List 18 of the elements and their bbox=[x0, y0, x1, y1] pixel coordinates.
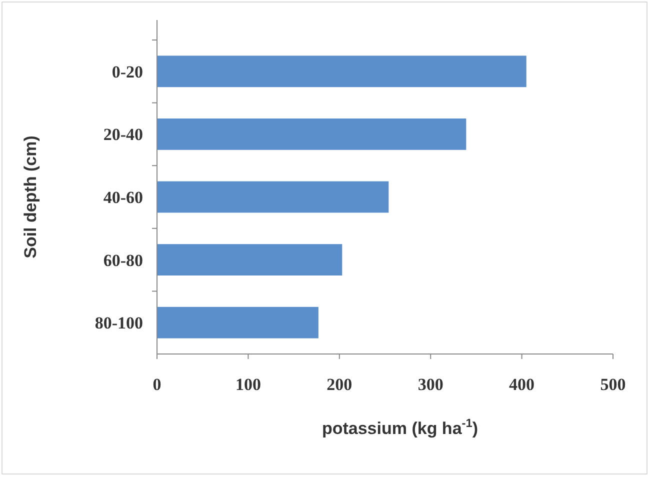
y-axis-title: Soil depth (cm) bbox=[21, 136, 40, 258]
y-tick-label: 60-80 bbox=[103, 250, 143, 270]
y-tick-label: 80-100 bbox=[94, 314, 143, 333]
bar bbox=[157, 244, 342, 276]
bar bbox=[157, 118, 466, 150]
x-tick-label: 400 bbox=[509, 375, 535, 394]
y-tick-label: 40-60 bbox=[103, 188, 143, 207]
x-tick-label: 0 bbox=[152, 375, 162, 394]
x-tick-label: 200 bbox=[326, 375, 352, 394]
x-tick-label: 300 bbox=[418, 375, 444, 394]
bar bbox=[157, 56, 526, 88]
x-tick-label: 100 bbox=[235, 375, 261, 394]
y-tick-label: 20-40 bbox=[103, 125, 143, 144]
y-tick-label: 0-20 bbox=[112, 62, 143, 82]
x-tick-label: 500 bbox=[600, 375, 626, 394]
bar bbox=[157, 306, 318, 338]
x-axis-title: potassium (kg ha$^{-1}$) bbox=[322, 416, 478, 438]
bar bbox=[157, 181, 389, 213]
